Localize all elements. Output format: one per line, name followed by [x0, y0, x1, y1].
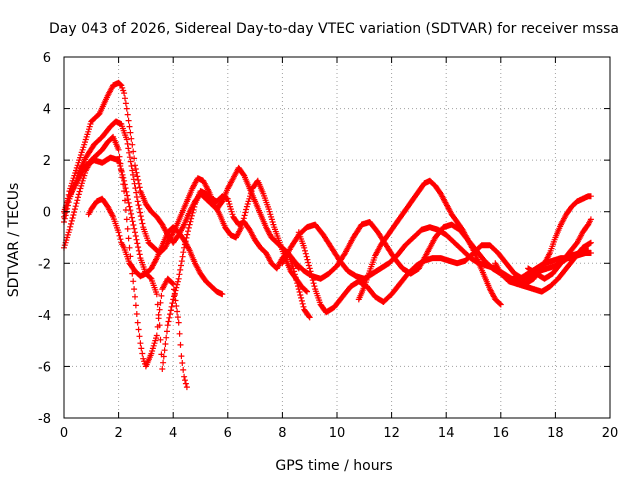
- y-axis-label: SDTVAR / TECUs: [6, 183, 22, 298]
- series-track-5: [85, 195, 226, 298]
- x-axis-label: GPS time / hours: [275, 458, 392, 474]
- x-tick-label: 12: [383, 426, 400, 441]
- axis-ticks: 0 2 4 6 8 10 12 14 16 18 20 -8 -6 -4 -2 0 2 4 6: [38, 51, 618, 441]
- x-tick-label: 8: [278, 426, 286, 441]
- x-tick-label: 2: [114, 426, 122, 441]
- x-tick-label: 20: [602, 426, 619, 441]
- x-tick-label: 16: [493, 426, 510, 441]
- chart-title: Day 043 of 2026, Sidereal Day-to-day VTE…: [49, 21, 619, 37]
- x-tick-label: 4: [169, 426, 177, 441]
- y-tick-label: 6: [43, 51, 51, 66]
- data-point-markers: [85, 195, 226, 298]
- x-tick-label: 0: [60, 426, 68, 441]
- y-tick-label: 2: [43, 154, 51, 169]
- y-tick-label: -2: [38, 257, 51, 272]
- y-tick-label: -4: [38, 309, 51, 324]
- x-tick-label: 14: [438, 426, 455, 441]
- series-track-11: [525, 216, 594, 282]
- data-point-markers: [355, 177, 504, 308]
- x-tick-label: 18: [547, 426, 564, 441]
- data-point-markers: [525, 216, 594, 282]
- series-track-9: [355, 177, 504, 308]
- x-tick-label: 10: [329, 426, 346, 441]
- y-tick-label: 0: [43, 206, 51, 221]
- x-tick-label: 6: [224, 426, 232, 441]
- y-tick-label: -6: [38, 360, 51, 375]
- y-tick-label: 4: [43, 103, 51, 118]
- y-tick-label: -8: [38, 412, 51, 427]
